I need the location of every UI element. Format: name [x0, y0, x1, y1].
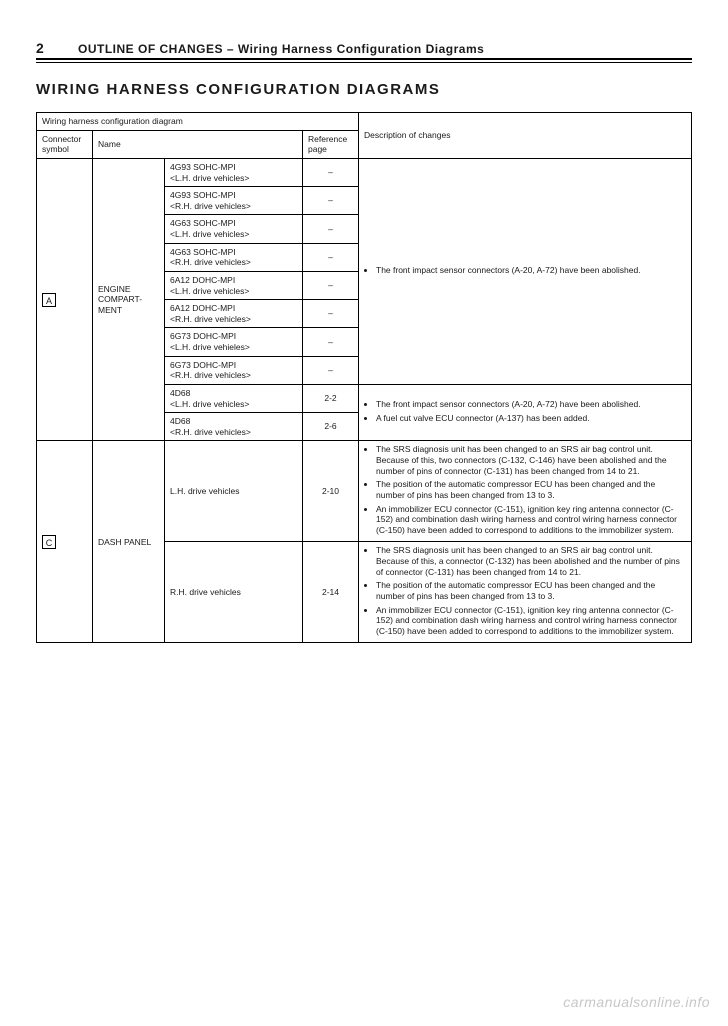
page: 2 OUTLINE OF CHANGES – Wiring Harness Co…: [0, 0, 728, 1026]
desc-item: A fuel cut valve ECU connector (A-137) h…: [376, 413, 686, 424]
name-line1: 6G73 DOHC-MPI: [170, 360, 297, 371]
header-divider: [36, 62, 692, 63]
hdr-group: Wiring harness configuration diagram: [37, 113, 359, 131]
table-row: A ENGINE COMPART-MENT 4G93 SOHC-MPI <L.H…: [37, 158, 692, 186]
page-header: 2 OUTLINE OF CHANGES – Wiring Harness Co…: [36, 40, 692, 60]
cell-name: 4G63 SOHC-MPI <L.H. drive vehicles>: [165, 215, 303, 243]
desc-item: The position of the automatic compressor…: [376, 580, 686, 601]
header-sep: –: [223, 42, 238, 56]
hdr-desc: Description of changes: [359, 113, 692, 159]
hdr-sym: Connector symbol: [37, 130, 93, 158]
cell-ref: 2-14: [303, 542, 359, 643]
name-line1: 4G63 SOHC-MPI: [170, 247, 297, 258]
name-line1: 6A12 DOHC-MPI: [170, 275, 297, 286]
cell-name: L.H. drive vehicles: [165, 441, 303, 542]
desc-item: The SRS diagnosis unit has been changed …: [376, 444, 686, 476]
cell-name: 6A12 DOHC-MPI <R.H. drive vehicles>: [165, 300, 303, 328]
desc-item: The position of the automatic compressor…: [376, 479, 686, 500]
cell-ref: –: [303, 158, 359, 186]
cell-ref: 2-2: [303, 384, 359, 412]
cell-ref: –: [303, 271, 359, 299]
cell-ref: –: [303, 215, 359, 243]
name-line2: <R.H. drive vehicles>: [170, 370, 297, 381]
name-line2: <R.H. drive vehicles>: [170, 201, 297, 212]
name-line2: <L.H. drive vehieles>: [170, 342, 297, 353]
name-line2: <R.H. drive vehicles>: [170, 257, 297, 268]
cell-name: 4G63 SOHC-MPI <R.H. drive vehicles>: [165, 243, 303, 271]
name-line1: 4G93 SOHC-MPI: [170, 162, 297, 173]
name-line1: 4D68: [170, 416, 297, 427]
header-title: OUTLINE OF CHANGES – Wiring Harness Conf…: [78, 42, 484, 56]
cell-name: 6G73 DOHC-MPI <L.H. drive vehieles>: [165, 328, 303, 356]
cell-symbol-a: A: [37, 158, 93, 441]
cell-name: 4G93 SOHC-MPI <L.H. drive vehicles>: [165, 158, 303, 186]
section-title: WIRING HARNESS CONFIGURATION DIAGRAMS: [36, 81, 692, 98]
name-line1: 6G73 DOHC-MPI: [170, 331, 297, 342]
name-line2: <R.H. drive vehicles>: [170, 314, 297, 325]
table-header-row1: Wiring harness configuration diagram Des…: [37, 113, 692, 131]
name-line1: 4G93 SOHC-MPI: [170, 190, 297, 201]
cell-name: 4D68 <L.H. drive vehicles>: [165, 384, 303, 412]
cell-ref: –: [303, 243, 359, 271]
cell-name: 4G93 SOHC-MPI <R.H. drive vehicles>: [165, 187, 303, 215]
desc-item: The front impact sensor connectors (A-20…: [376, 265, 686, 276]
cell-name: 6G73 DOHC-MPI <R.H. drive vehicles>: [165, 356, 303, 384]
desc-item: An immobilizer ECU connector (C-151), ig…: [376, 504, 686, 536]
desc-item: An immobilizer ECU connector (C-151), ig…: [376, 605, 686, 637]
name-line2: <L.H. drive vehicles>: [170, 286, 297, 297]
name-line2: <L.H. drive vehicles>: [170, 229, 297, 240]
cell-name: 4D68 <R.H. drive vehicles>: [165, 413, 303, 441]
table-row: C DASH PANEL L.H. drive vehicles 2-10 Th…: [37, 441, 692, 542]
page-number: 2: [36, 40, 78, 56]
cell-desc-a2: The front impact sensor connectors (A-20…: [359, 384, 692, 441]
cell-ref: –: [303, 300, 359, 328]
cell-location-a: ENGINE COMPART-MENT: [93, 158, 165, 441]
name-line1: 4D68: [170, 388, 297, 399]
cell-ref: 2-10: [303, 441, 359, 542]
hdr-name: Name: [93, 130, 303, 158]
cell-desc-c1: The SRS diagnosis unit has been changed …: [359, 441, 692, 542]
watermark: carmanualsonline.info: [563, 994, 710, 1010]
table-body: A ENGINE COMPART-MENT 4G93 SOHC-MPI <L.H…: [37, 158, 692, 643]
symbol-box: C: [42, 535, 56, 549]
name-line1: 4G63 SOHC-MPI: [170, 218, 297, 229]
cell-desc-c2: The SRS diagnosis unit has been changed …: [359, 542, 692, 643]
cell-name: R.H. drive vehicles: [165, 542, 303, 643]
cell-location-c: DASH PANEL: [93, 441, 165, 643]
cell-ref: –: [303, 328, 359, 356]
cell-name: 6A12 DOHC-MPI <L.H. drive vehicles>: [165, 271, 303, 299]
name-line2: <L.H. drive vehicles>: [170, 173, 297, 184]
header-sub: Wiring Harness Configuration Diagrams: [238, 42, 484, 56]
symbol-box: A: [42, 293, 56, 307]
cell-ref: –: [303, 187, 359, 215]
desc-item: The front impact sensor connectors (A-20…: [376, 399, 686, 410]
cell-ref: –: [303, 356, 359, 384]
name-line1: 6A12 DOHC-MPI: [170, 303, 297, 314]
name-line2: <R.H. drive vehicles>: [170, 427, 297, 438]
config-table: Wiring harness configuration diagram Des…: [36, 112, 692, 643]
cell-symbol-c: C: [37, 441, 93, 643]
cell-desc-a1: The front impact sensor connectors (A-20…: [359, 158, 692, 384]
name-line2: <L.H. drive vehicles>: [170, 399, 297, 410]
desc-item: The SRS diagnosis unit has been changed …: [376, 545, 686, 577]
hdr-ref: Reference page: [303, 130, 359, 158]
header-main: OUTLINE OF CHANGES: [78, 42, 223, 56]
cell-ref: 2-6: [303, 413, 359, 441]
